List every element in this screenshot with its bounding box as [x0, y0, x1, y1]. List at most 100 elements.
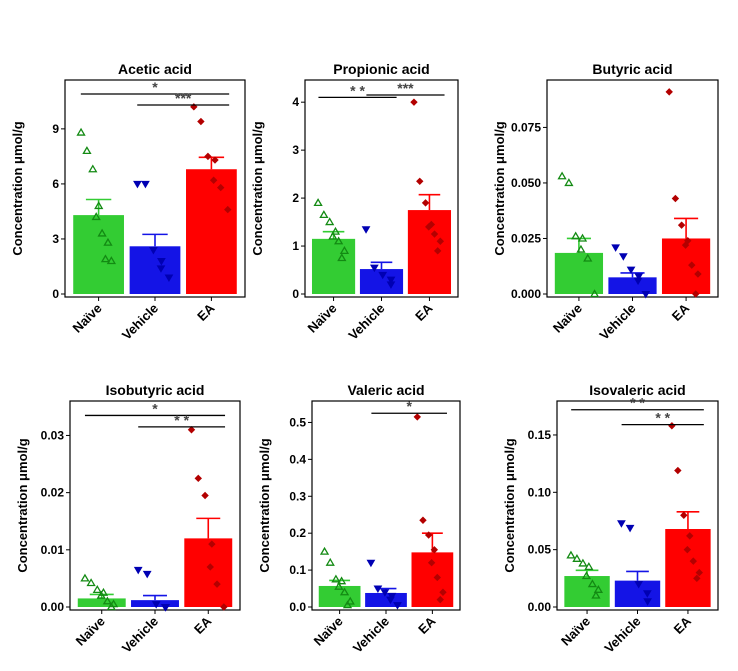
bar-0	[73, 215, 124, 294]
data-point	[373, 585, 383, 594]
data-point	[625, 524, 635, 533]
data-point	[339, 587, 350, 596]
data-point	[103, 237, 113, 246]
x-tick-label: EA	[412, 300, 436, 324]
data-point	[157, 257, 166, 266]
y-tick-label: 0	[292, 287, 299, 301]
y-axis-label: Concentration μmol/g	[10, 121, 25, 255]
data-point	[643, 598, 652, 606]
chart-title: Isovaleric acid	[589, 382, 686, 398]
bar-0	[311, 238, 356, 294]
data-point	[671, 194, 680, 203]
x-tick-label: Vehicle	[119, 614, 161, 656]
data-point	[149, 246, 158, 255]
bar-1	[608, 277, 657, 294]
y-tick-label: 0.3	[289, 489, 306, 503]
data-point	[91, 212, 101, 221]
data-point	[583, 253, 593, 262]
y-axis-label: Concentration μmol/g	[250, 121, 265, 255]
data-point	[427, 559, 436, 567]
data-point	[566, 550, 576, 559]
data-point	[577, 233, 588, 242]
data-point	[94, 201, 104, 210]
data-point	[584, 562, 594, 571]
data-point	[369, 264, 379, 273]
bar-0	[77, 598, 126, 607]
chart-panel-1: Acetic acid 0 3 6 9 Concentration μmol/g Naïve…	[10, 61, 246, 343]
chart-panel-3: Butyric acid 0.000 0.025 0.050 0.075 Concentr…	[492, 61, 719, 343]
data-point	[693, 574, 701, 583]
y-axis-label: Concentration μmol/g	[492, 121, 507, 255]
data-point	[642, 590, 652, 598]
data-point	[433, 573, 441, 582]
x-tick-label: EA	[669, 300, 693, 324]
data-point	[156, 265, 166, 273]
data-point	[161, 604, 171, 612]
data-point	[436, 237, 445, 245]
data-point	[213, 580, 221, 588]
y-tick-label: 0.0	[289, 600, 306, 614]
data-point	[97, 228, 107, 237]
significance-label: *	[406, 398, 412, 414]
data-point	[617, 520, 626, 528]
data-point	[342, 600, 353, 609]
significance-label: * *	[630, 395, 645, 411]
chart-panel-2: Propionic acid 0 1 2 3 4 Concentration μmol/g N…	[250, 61, 459, 343]
data-point	[92, 585, 102, 593]
chart-panel-6: Isovaleric acid 0.00 0.05 0.10 0.15 Concentra…	[502, 382, 719, 656]
data-point	[331, 574, 341, 583]
x-tick-label: Vehicle	[345, 301, 387, 343]
y-tick-label: 0.00	[528, 600, 552, 614]
data-point	[674, 466, 682, 475]
y-tick-label: 1	[292, 239, 299, 253]
data-point	[319, 210, 329, 219]
significance-label: * *	[350, 82, 365, 98]
data-point	[208, 540, 216, 548]
significance-label: *	[152, 400, 158, 416]
y-tick-label: 0.4	[289, 452, 306, 466]
data-point	[386, 281, 396, 289]
data-point	[106, 256, 116, 265]
x-tick-label: EA	[191, 613, 215, 637]
data-point	[380, 589, 390, 597]
data-point	[88, 164, 98, 173]
data-point	[593, 585, 604, 593]
data-point	[410, 98, 418, 106]
data-point	[334, 581, 344, 590]
y-tick-label: 6	[52, 177, 59, 191]
data-point	[564, 178, 574, 187]
data-point	[334, 236, 344, 245]
data-point	[211, 156, 219, 164]
y-tick-label: 0.075	[511, 120, 541, 134]
data-point	[201, 491, 209, 500]
data-point	[419, 516, 427, 524]
data-point	[421, 199, 430, 207]
data-point	[433, 247, 442, 255]
bar-2	[184, 538, 233, 607]
data-point	[82, 146, 92, 155]
data-point	[224, 205, 232, 214]
y-tick-label: 0.025	[511, 231, 541, 245]
data-point	[100, 254, 111, 263]
data-point	[665, 88, 673, 96]
y-tick-label: 0.5	[289, 415, 306, 429]
data-point	[436, 595, 444, 604]
y-tick-label: 0	[52, 287, 59, 301]
data-point	[328, 231, 338, 240]
y-tick-label: 2	[292, 191, 299, 205]
data-point	[557, 171, 567, 180]
data-point	[618, 253, 628, 261]
x-tick-label: EA	[415, 613, 439, 637]
data-point	[366, 559, 376, 568]
data-point	[80, 573, 90, 582]
data-point	[680, 511, 688, 519]
bar-0	[564, 576, 610, 607]
y-tick-label: 0.15	[528, 428, 552, 442]
data-point	[378, 271, 388, 280]
data-point	[133, 566, 143, 575]
data-point	[386, 596, 395, 605]
y-tick-label: 0.00	[41, 600, 65, 614]
data-point	[430, 546, 439, 554]
y-tick-label: 0.050	[511, 176, 541, 190]
data-point	[681, 241, 690, 249]
